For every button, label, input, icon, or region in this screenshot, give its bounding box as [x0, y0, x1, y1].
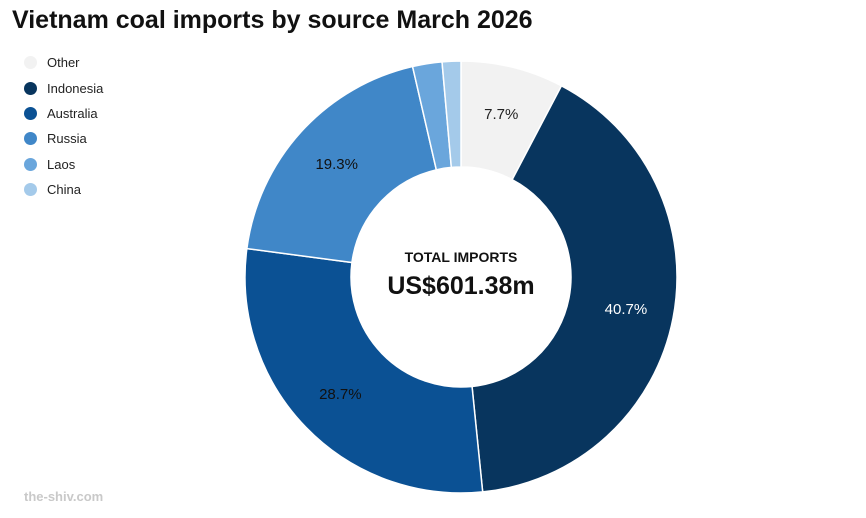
legend-swatch [24, 56, 37, 70]
legend-swatch [24, 183, 37, 197]
legend-swatch [24, 81, 37, 95]
slice-china[interactable] [441, 60, 462, 169]
slice-australia[interactable] [244, 247, 484, 494]
slice-label-russia: 19.3% [315, 156, 358, 173]
slice-label-other: 7.7% [484, 106, 518, 123]
legend-item-russia[interactable]: Russia [24, 126, 103, 151]
slice-label-indonesia: 40.7% [605, 301, 648, 318]
center-value: US$601.38m [387, 272, 534, 300]
slice-russia[interactable] [246, 65, 438, 264]
donut-slices [244, 60, 678, 494]
legend-label: Other [47, 55, 80, 71]
legend-swatch [24, 132, 37, 146]
chart-title: Vietnam coal imports by source March 202… [12, 6, 533, 34]
legend-label: Laos [47, 156, 76, 172]
legend-label: Russia [47, 131, 87, 147]
legend-item-other[interactable]: Other [24, 50, 103, 75]
legend-item-china[interactable]: China [24, 177, 103, 202]
slice-indonesia[interactable] [471, 84, 678, 493]
watermark: the-shiv.com [24, 489, 104, 504]
legend-swatch [24, 157, 37, 171]
legend-swatch [24, 106, 37, 120]
legend-item-australia[interactable]: Australia [24, 101, 103, 126]
slice-label-australia: 28.7% [319, 386, 362, 403]
legend-label: China [47, 182, 81, 198]
center-label: TOTAL IMPORTS [405, 249, 518, 265]
legend-item-indonesia[interactable]: Indonesia [24, 75, 103, 100]
legend-item-laos[interactable]: Laos [24, 152, 103, 177]
chart-legend: Other Indonesia Australia Russia Laos China [24, 50, 103, 202]
legend-label: Australia [47, 105, 98, 121]
slice-labels: 7.7% 40.7% 28.7% 19.3% [315, 106, 647, 403]
legend-label: Indonesia [47, 80, 104, 96]
